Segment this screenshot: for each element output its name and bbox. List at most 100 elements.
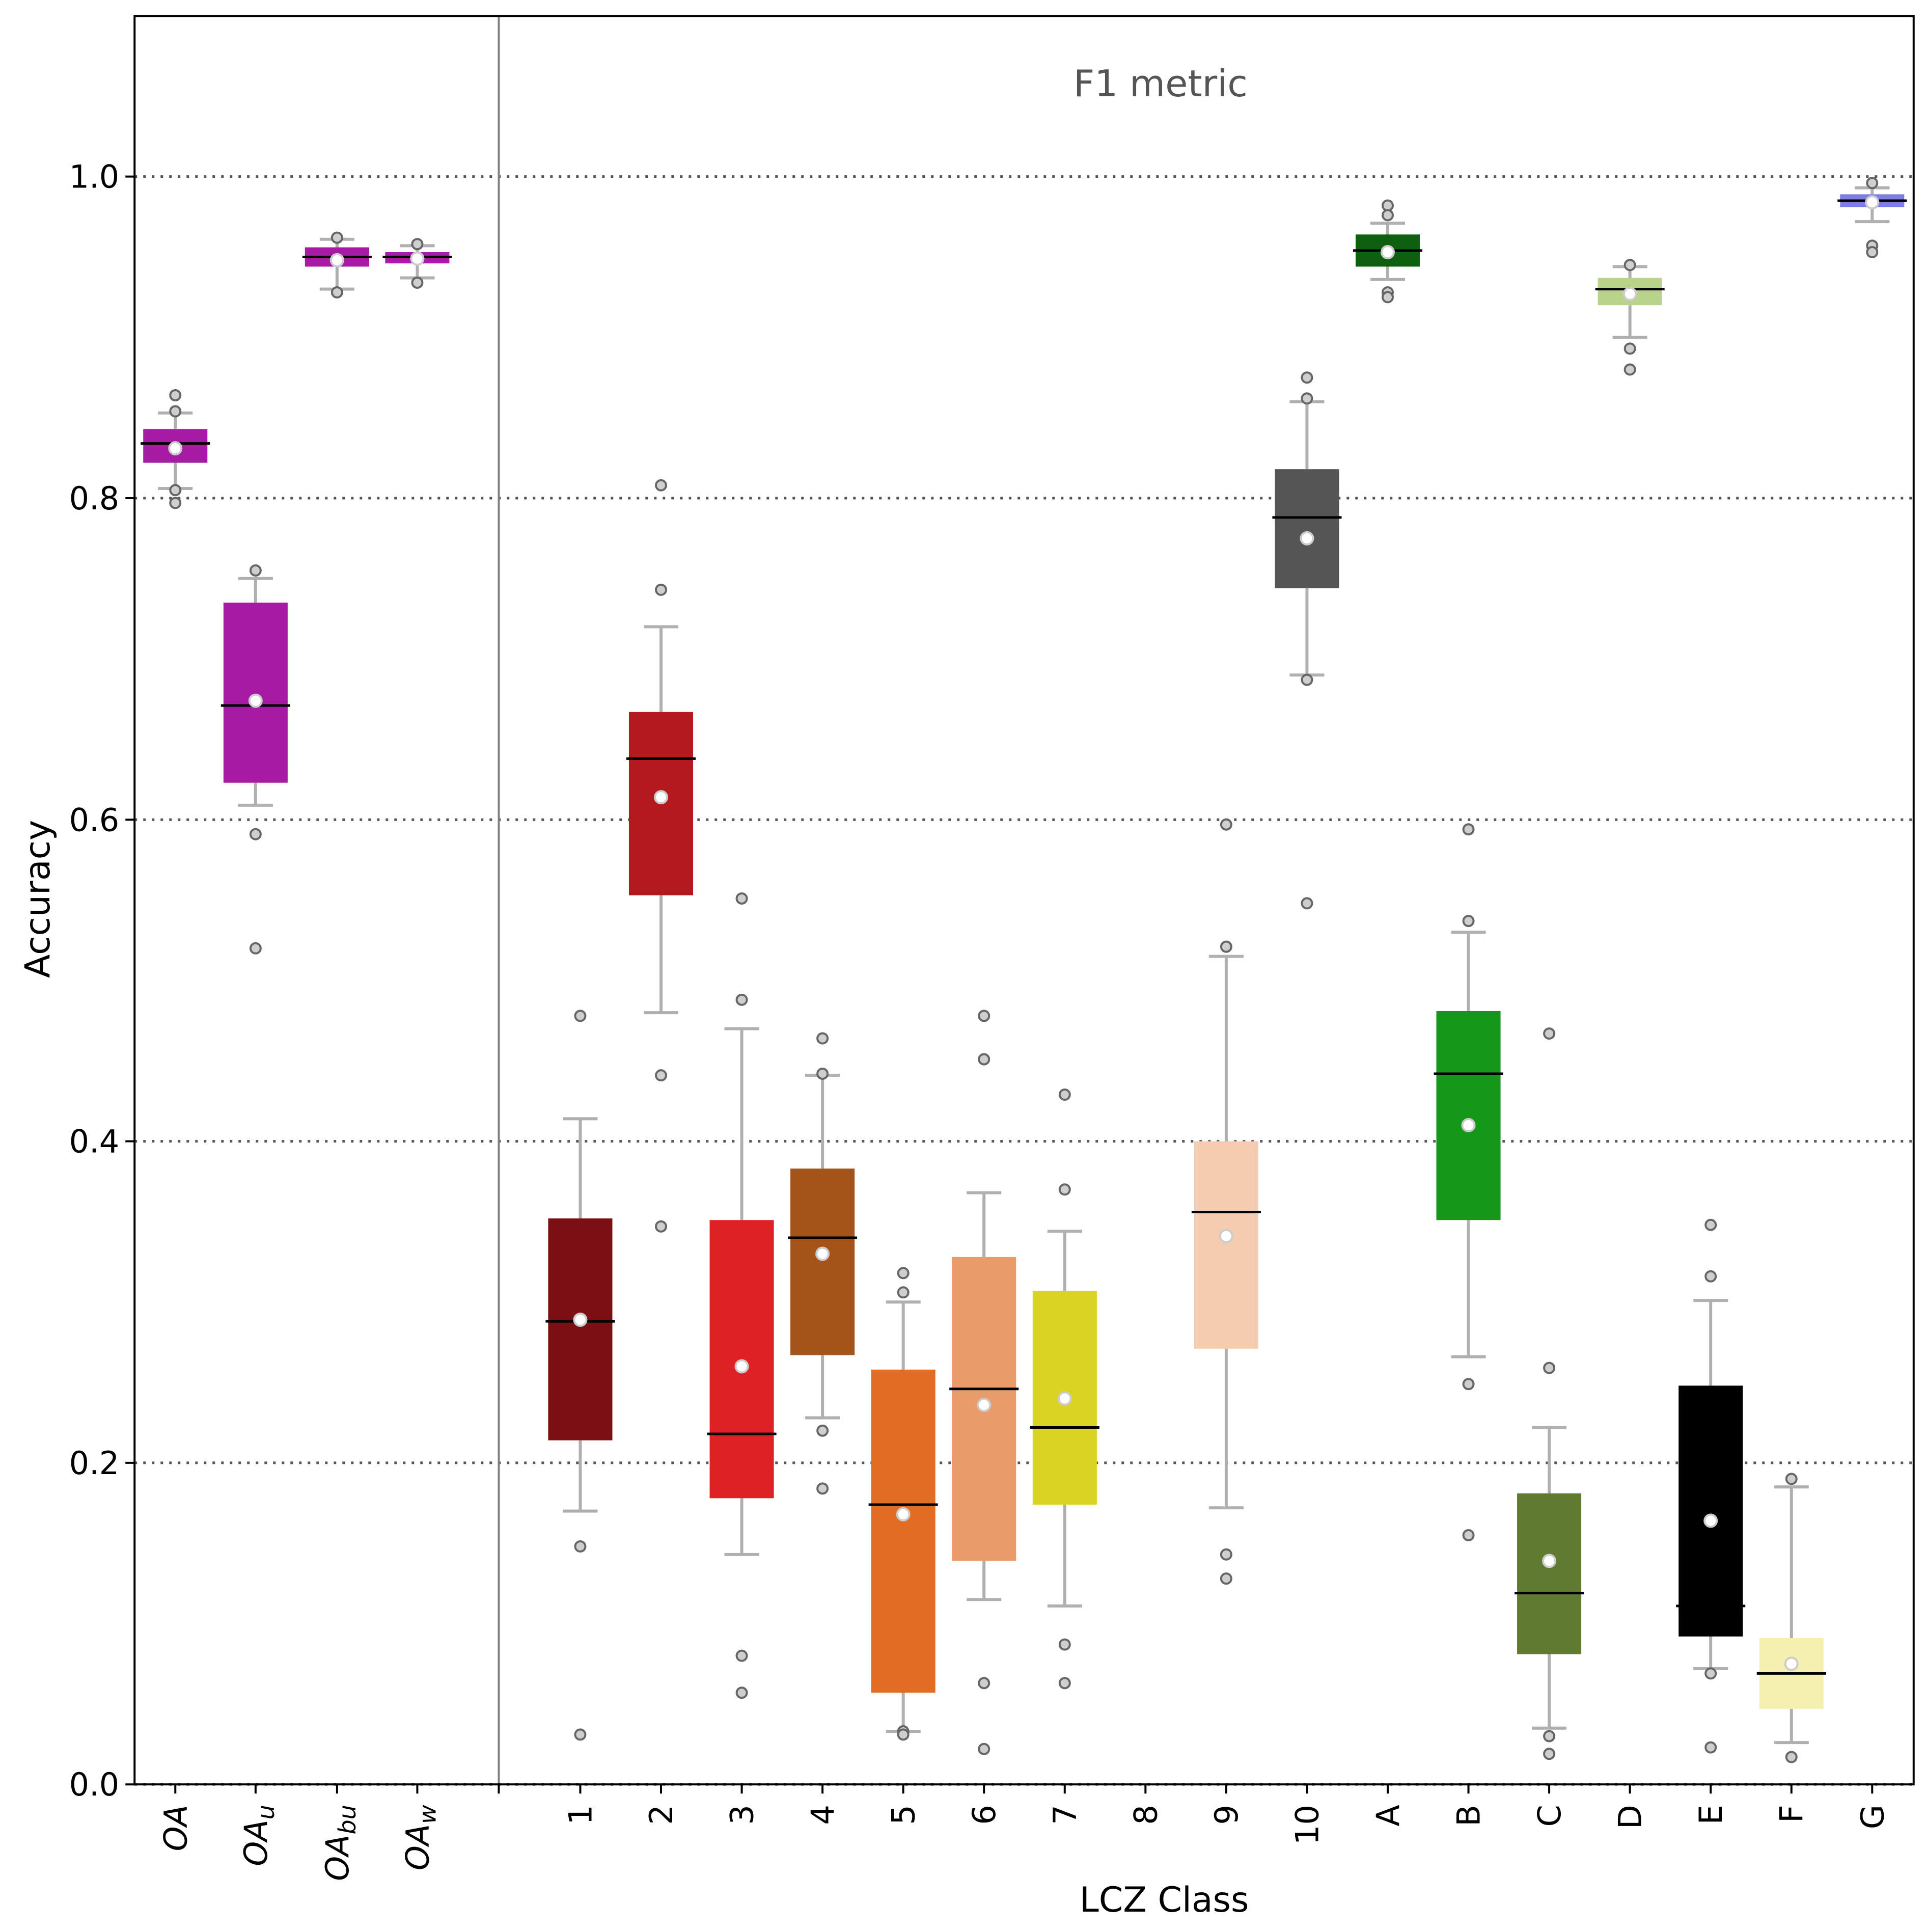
box-class-a bbox=[1353, 199, 1423, 304]
outlier-point bbox=[1624, 363, 1636, 376]
box-oa bbox=[141, 389, 210, 509]
x-tick-label: 1 bbox=[562, 1805, 599, 1825]
x-tick-label: G bbox=[1854, 1805, 1891, 1829]
mean-marker bbox=[329, 253, 344, 267]
box-class-c bbox=[1515, 1027, 1584, 1760]
outlier-point bbox=[1301, 897, 1313, 910]
outlier-point bbox=[249, 942, 262, 955]
x-tick-label: D bbox=[1612, 1805, 1649, 1829]
y-tick-label: 0.2 bbox=[69, 1445, 120, 1482]
outlier-point bbox=[411, 238, 424, 251]
outlier-point bbox=[978, 1010, 990, 1022]
outlier-point bbox=[169, 405, 182, 418]
outlier-point bbox=[1704, 1667, 1717, 1680]
mean-marker bbox=[1622, 287, 1637, 302]
outlier-point bbox=[1785, 1473, 1798, 1485]
outlier-point bbox=[331, 286, 343, 298]
y-tick-label: 1.0 bbox=[69, 158, 120, 196]
x-tick-label: 5 bbox=[885, 1805, 922, 1825]
x-tick-label: 4 bbox=[804, 1805, 841, 1825]
outlier-point bbox=[1220, 818, 1232, 831]
outlier-point bbox=[1462, 1378, 1475, 1391]
mean-marker bbox=[896, 1507, 911, 1521]
outlier-point bbox=[655, 1220, 668, 1233]
outlier-point bbox=[897, 1267, 910, 1280]
x-tick-label: 6 bbox=[966, 1805, 1003, 1825]
x-tick-label-subscript: w bbox=[414, 1805, 441, 1824]
outlier-point bbox=[1543, 1027, 1556, 1040]
outlier-point bbox=[574, 1010, 587, 1022]
outlier-point bbox=[169, 484, 182, 497]
box-class-g bbox=[1837, 177, 1907, 259]
mean-marker bbox=[1380, 245, 1395, 260]
plot-frame bbox=[133, 15, 1915, 1786]
outlier-point bbox=[1462, 1529, 1475, 1541]
mean-marker bbox=[815, 1246, 830, 1261]
outlier-point bbox=[655, 1069, 668, 1082]
boxes-layer bbox=[141, 177, 1907, 1763]
box-oa-bu bbox=[302, 231, 372, 298]
outlier-point bbox=[1704, 1270, 1717, 1283]
mean-marker bbox=[1219, 1229, 1233, 1243]
mean-marker bbox=[1461, 1118, 1476, 1133]
outlier-point bbox=[816, 1482, 829, 1495]
outlier-point bbox=[249, 564, 262, 577]
y-axis: 0.0 0.2 0.4 0.6 0.8 1.0 bbox=[69, 158, 135, 1803]
outlier-point bbox=[816, 1424, 829, 1437]
x-tick-label: E bbox=[1692, 1805, 1729, 1825]
outlier-point bbox=[1704, 1741, 1717, 1754]
outlier-point bbox=[1543, 1362, 1556, 1374]
x-tick-label: A bbox=[1369, 1805, 1407, 1826]
outlier-point bbox=[574, 1540, 587, 1553]
x-tick-label: 2 bbox=[643, 1805, 680, 1825]
outlier-point bbox=[249, 828, 262, 840]
box-class-9 bbox=[1191, 818, 1261, 1585]
mean-marker bbox=[1865, 195, 1880, 210]
mean-marker bbox=[734, 1359, 749, 1374]
outlier-point bbox=[978, 1743, 990, 1755]
mean-marker bbox=[248, 693, 263, 708]
outlier-point bbox=[1462, 823, 1475, 836]
box-iqr bbox=[1679, 1385, 1743, 1637]
box-class-7 bbox=[1030, 1089, 1099, 1690]
y-tick-label: 0.6 bbox=[69, 801, 120, 838]
mean-marker bbox=[168, 441, 183, 456]
x-tick-label: 8 bbox=[1127, 1805, 1164, 1825]
box-class-e bbox=[1676, 1218, 1746, 1754]
outlier-point bbox=[1381, 209, 1394, 222]
box-iqr bbox=[1194, 1141, 1258, 1349]
y-axis-title: Accuracy bbox=[18, 820, 58, 978]
x-tick-label-subscript: bu bbox=[334, 1805, 361, 1834]
x-tick-label: F bbox=[1773, 1805, 1810, 1823]
outlier-point bbox=[1462, 915, 1475, 928]
mean-marker bbox=[977, 1398, 992, 1412]
outlier-point bbox=[1704, 1218, 1717, 1231]
box-class-f bbox=[1756, 1473, 1826, 1763]
outlier-point bbox=[1624, 342, 1636, 355]
y-tick-label: 0.4 bbox=[69, 1123, 120, 1160]
outlier-point bbox=[1543, 1730, 1556, 1743]
outlier-point bbox=[1785, 1751, 1798, 1763]
box-iqr bbox=[223, 603, 288, 783]
outlier-point bbox=[574, 1728, 587, 1741]
outlier-point bbox=[1058, 1638, 1071, 1651]
mean-marker bbox=[654, 790, 669, 805]
outlier-point bbox=[1220, 940, 1232, 953]
mean-marker bbox=[1542, 1554, 1557, 1568]
outlier-point bbox=[1543, 1748, 1556, 1760]
box-oa-u bbox=[221, 564, 290, 955]
x-tick-label: 9 bbox=[1208, 1805, 1245, 1825]
box-iqr bbox=[1436, 1011, 1501, 1220]
box-class-1 bbox=[545, 1010, 615, 1741]
outlier-point bbox=[1866, 177, 1879, 189]
outlier-point bbox=[1220, 1572, 1232, 1585]
box-class-b bbox=[1434, 823, 1503, 1541]
outlier-point bbox=[1220, 1548, 1232, 1561]
outlier-point bbox=[411, 277, 424, 289]
box-iqr bbox=[790, 1168, 855, 1355]
outlier-point bbox=[1058, 1089, 1071, 1101]
y-tick-label: 0.0 bbox=[69, 1766, 120, 1803]
box-iqr bbox=[871, 1369, 936, 1693]
outlier-point bbox=[655, 479, 668, 492]
outlier-point bbox=[1058, 1183, 1071, 1196]
